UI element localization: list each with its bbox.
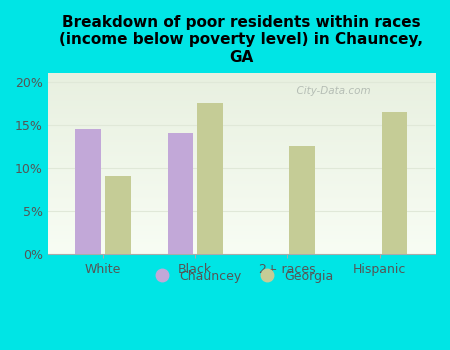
Bar [289,146,315,254]
Bar [76,129,101,254]
Bar [197,103,223,254]
Title: Breakdown of poor residents within races
(income below poverty level) in Chaunce: Breakdown of poor residents within races… [59,15,423,65]
Text: City-Data.com: City-Data.com [290,86,371,96]
Legend: Chauncey, Georgia: Chauncey, Georgia [144,265,338,288]
Bar [105,176,130,254]
Bar [167,133,194,254]
Bar [382,112,407,254]
